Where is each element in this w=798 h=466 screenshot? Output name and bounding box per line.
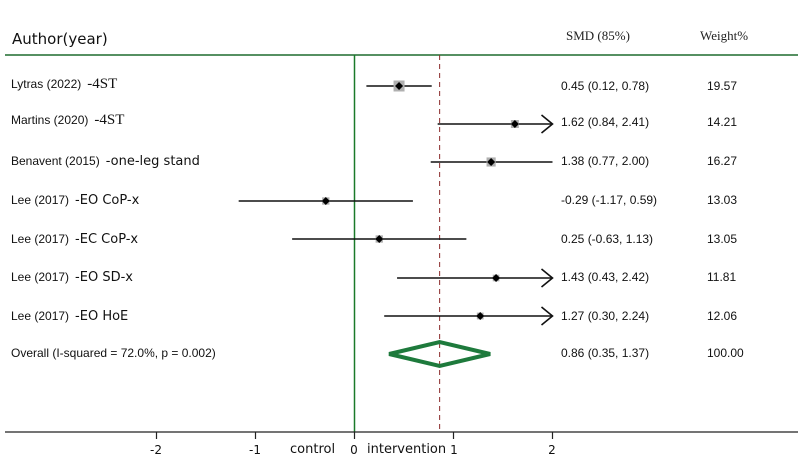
smd-header: SMD (85%) (566, 28, 630, 43)
author-year-header: Author(year) (12, 30, 108, 48)
study-name: Lee (2017) (11, 270, 70, 284)
study-name: Lee (2017) (11, 309, 70, 323)
study-estimate: 0.25 (-0.63, 1.13) (561, 232, 654, 246)
outcome-name: -EO HoE (75, 309, 129, 324)
overall-label: Overall (I-squared = 72.0%, p = 0.002) (11, 346, 216, 360)
study-ci (292, 235, 467, 243)
study-label: Lee (2017) -EO CoP-x (11, 193, 139, 208)
weight-header: Weight% (700, 28, 749, 43)
study-estimate: 1.38 (0.77, 2.00) (561, 154, 650, 168)
study-name: Benavent (2015) (11, 154, 100, 168)
overall-diamond (388, 339, 491, 369)
study-weight: 13.05 (707, 232, 738, 246)
intervention-label: intervention (367, 442, 447, 457)
tick-label-1: 1 (450, 443, 458, 457)
study-weight: 13.03 (707, 193, 738, 207)
x-axis-ticks (155, 432, 554, 439)
study-weight: 16.27 (707, 154, 738, 168)
study-weight: 12.06 (707, 309, 738, 323)
point-estimate-marker (321, 197, 330, 205)
tick-label-0: 0 (350, 443, 358, 457)
point-estimate-marker (375, 235, 384, 243)
study-ci (430, 157, 553, 167)
study-name: Lee (2017) (11, 193, 70, 207)
study-weight: 14.21 (707, 115, 738, 129)
tick-label-neg2: -2 (150, 443, 162, 457)
study-label: Lee (2017) -EC CoP-x (11, 232, 138, 247)
study-weight: 11.81 (707, 270, 737, 284)
study-label: Lee (2017) -EO HoE (11, 309, 128, 324)
point-estimate-marker (476, 312, 485, 320)
study-estimate: 1.43 (0.43, 2.42) (561, 270, 650, 284)
study-estimate: 0.45 (0.12, 0.78) (561, 79, 650, 93)
study-ci (238, 197, 413, 205)
confidence-intervals (238, 80, 554, 326)
study-ci (384, 306, 554, 326)
clip-arrow-icon (540, 114, 554, 134)
study-label: Lee (2017) -EO SD-x (11, 270, 133, 285)
point-estimate-marker (510, 120, 519, 128)
study-ci (437, 114, 554, 134)
study-estimate: 1.27 (0.30, 2.24) (561, 309, 650, 323)
study-estimate: 1.62 (0.84, 2.41) (561, 115, 650, 129)
study-estimate: -0.29 (-1.17, 0.59) (561, 193, 658, 207)
point-estimate-marker (487, 158, 496, 166)
point-estimate-marker (395, 82, 404, 90)
tick-label-neg1: -1 (249, 443, 261, 457)
study-name: Lee (2017) (11, 232, 70, 246)
point-estimate-marker (492, 274, 501, 282)
overall-estimate: 0.86 (0.35, 1.37) (561, 346, 650, 360)
study-label: Benavent (2015) -one-leg stand (11, 154, 200, 169)
study-ci (397, 268, 554, 288)
outcome-name: -EO CoP-x (75, 193, 140, 208)
outcome-name: -one-leg stand (105, 154, 200, 169)
outcome-name: -4ST (87, 76, 118, 92)
clip-arrow-icon (540, 268, 554, 288)
study-label: Lytras (2022) -4ST (11, 76, 117, 93)
clip-arrow-icon (540, 306, 554, 326)
study-name: Lytras (2022) (11, 77, 82, 91)
study-weight: 19.57 (707, 79, 738, 93)
outcome-name: -EC CoP-x (75, 232, 139, 247)
study-ci (366, 80, 432, 92)
study-label: Martins (2020) -4ST (11, 112, 124, 129)
outcome-name: -EO SD-x (75, 270, 133, 285)
overall-weight: 100.00 (707, 346, 744, 360)
control-label: control (290, 442, 336, 457)
study-name: Martins (2020) (11, 113, 89, 127)
outcome-name: -4ST (94, 112, 125, 128)
tick-label-2: 2 (548, 443, 556, 457)
